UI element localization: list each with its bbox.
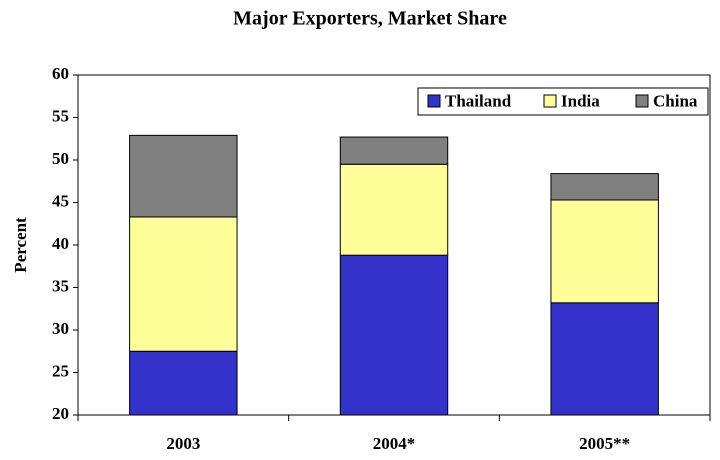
y-tick-label: 25 [52, 361, 69, 380]
bar-segment [129, 216, 238, 352]
x-tick-label: 2004* [373, 434, 416, 453]
bar-segment [550, 173, 659, 201]
legend-swatch [427, 94, 441, 108]
y-tick-label: 30 [52, 319, 69, 338]
legend-swatch [635, 94, 649, 108]
bar-segment [339, 254, 449, 416]
bar-segment [129, 134, 238, 218]
legend-label: China [653, 91, 698, 110]
y-tick-label: 20 [52, 404, 69, 423]
y-tick-label: 35 [52, 276, 69, 295]
y-axis-label: Percent [11, 217, 30, 273]
y-tick-label: 50 [52, 149, 69, 168]
y-tick-label: 55 [52, 106, 69, 125]
y-tick-label: 45 [52, 191, 69, 210]
bar-segment [339, 163, 449, 256]
legend-label: Thailand [445, 91, 512, 110]
y-tick-label: 40 [52, 234, 69, 253]
x-tick-label: 2005** [579, 434, 630, 453]
chart-title: Major Exporters, Market Share [233, 8, 507, 30]
bar-segment [550, 199, 659, 304]
bar-segment [129, 350, 238, 416]
bar-segment [550, 302, 659, 416]
bar-segment [339, 136, 449, 165]
y-tick-label: 60 [52, 64, 69, 83]
legend-swatch [543, 94, 557, 108]
legend-label: India [561, 91, 600, 110]
legend-box [417, 87, 709, 116]
x-tick-label: 2003 [166, 434, 200, 453]
